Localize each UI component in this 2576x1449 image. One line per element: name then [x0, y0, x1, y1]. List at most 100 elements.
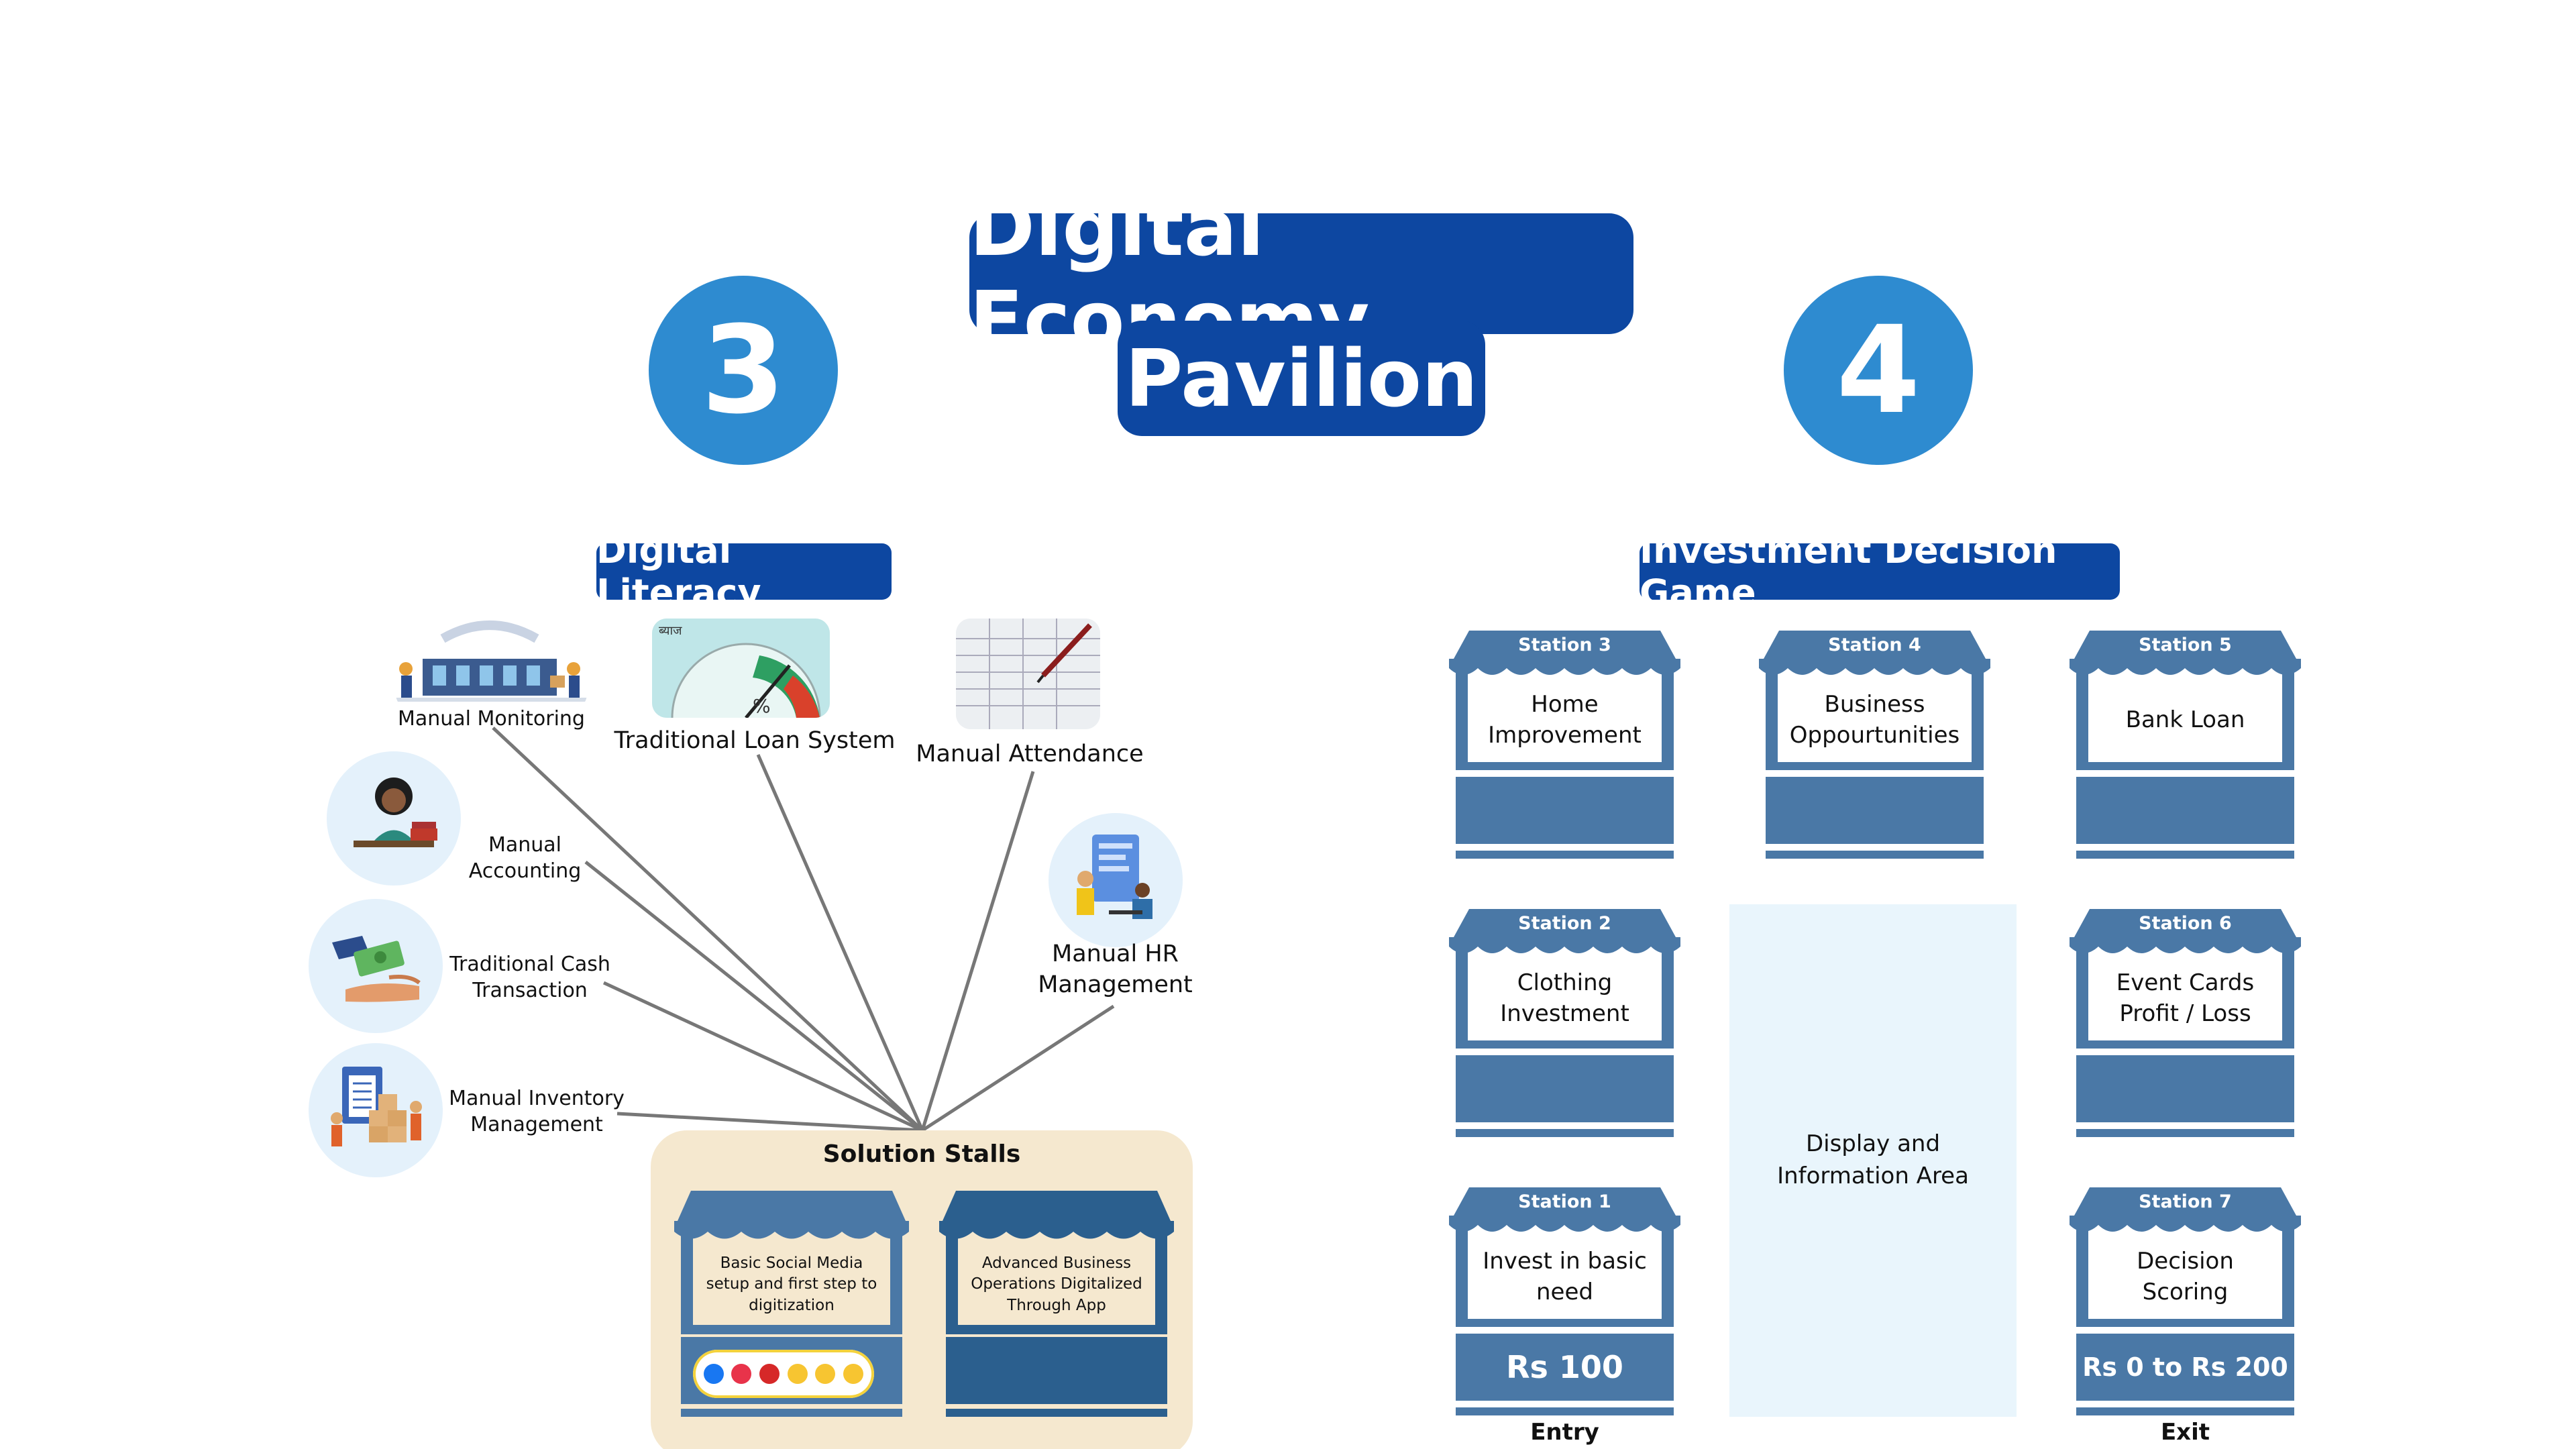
station-text-line2: Improvement — [1488, 722, 1642, 749]
manual-accounting-label: Manual Accounting — [463, 832, 587, 884]
title-line-2: Pavilion — [1118, 321, 1485, 436]
station-frame — [1449, 1187, 1680, 1415]
manual-monitoring-label: Manual Monitoring — [398, 707, 585, 731]
station-stall-3: Station 5 Bank Loan — [2070, 631, 2301, 862]
interest-sign-text: ब्याज — [659, 624, 682, 638]
stall-frame — [939, 1191, 1174, 1417]
station-stall-7: Station 7 Decision Scoring Rs 0 to Rs 200 Ex… — [2070, 1187, 2301, 1446]
solution-stall-advanced-line2: Operations Digitalized — [971, 1275, 1142, 1293]
manual-inventory-circle — [309, 1043, 443, 1177]
solution-stall-basic-line2: setup and first step to — [706, 1275, 877, 1293]
inventory-icon — [331, 1067, 422, 1146]
manual-inventory-label-line2: Management — [470, 1113, 603, 1136]
solution-stall-basic-text: Basic Social Media setup and first step … — [693, 1244, 890, 1325]
manual-inventory-label: Manual Inventory Management — [446, 1085, 627, 1138]
hr-icon — [1077, 835, 1152, 919]
display-area-line2: Information Area — [1777, 1163, 1969, 1189]
gauge-icon: % ब्याज — [652, 619, 830, 718]
station-text-line2: Oppourtunities — [1789, 722, 1960, 749]
station-text-line1: Bank Loan — [2125, 706, 2245, 734]
display-information-text: Display and Information Area — [1729, 904, 2017, 1417]
station-text-line1: Home — [1531, 691, 1599, 718]
connector-monitoring — [492, 727, 924, 1132]
station-frame — [1449, 631, 1680, 859]
station-frame — [2070, 631, 2301, 859]
station-tag: Station 5 — [2139, 635, 2232, 655]
cash-transaction-circle — [309, 899, 443, 1033]
wow-icon — [815, 1364, 836, 1384]
connector-cash — [602, 981, 924, 1132]
station-tag: Station 6 — [2139, 913, 2232, 934]
station-frame — [1759, 631, 1990, 859]
manual-accounting-label-line2: Accounting — [468, 859, 582, 883]
station-text-line1: Business — [1824, 691, 1925, 718]
manual-accounting-circle — [327, 751, 461, 885]
solution-stalls-title: Solution Stalls — [822, 1140, 1021, 1168]
station-caption: Entry — [1530, 1419, 1599, 1446]
station-tag: Station 2 — [1518, 913, 1611, 934]
traditional-loan-illustration: % ब्याज — [652, 619, 830, 718]
station-text: Clothing Investment — [1468, 957, 1662, 1040]
station-text-line2: Investment — [1500, 1000, 1629, 1027]
station-frame — [2070, 1187, 2301, 1415]
station-text: Decision Scoring — [2088, 1236, 2282, 1319]
station-stall-5: Station 6 Event Cards Profit / Loss — [2070, 909, 2301, 1140]
cash-transaction-label-line1: Traditional Cash — [449, 953, 610, 976]
station-tag: Station 7 — [2139, 1191, 2232, 1212]
station-text-line1: Clothing — [1517, 969, 1613, 997]
station-frame — [2070, 909, 2301, 1137]
investment-game-heading: Investment Decision Game — [1640, 529, 2120, 614]
station-amount: Rs 0 to Rs 200 — [2082, 1352, 2288, 1382]
manual-hr-circle — [1049, 813, 1183, 947]
cash-transaction-label-line2: Transaction — [472, 979, 588, 1002]
station-text-line2: need — [1536, 1279, 1593, 1305]
manual-hr-label-line1: Manual HR — [1052, 941, 1179, 967]
solution-stall-advanced-line3: Through App — [1007, 1296, 1106, 1314]
station-frame — [1449, 909, 1680, 1137]
station-tag: Station 3 — [1518, 635, 1611, 655]
factory-icon — [396, 621, 587, 702]
solution-stall-advanced: Advanced Business Operations Digitalized… — [939, 1191, 1174, 1429]
solution-stall-advanced-line1: Advanced Business — [981, 1254, 1132, 1273]
connector-hr — [921, 1004, 1115, 1132]
solution-stall-basic-line1: Basic Social Media — [720, 1254, 863, 1273]
sad-icon — [787, 1364, 808, 1384]
cash-transaction-label: Traditional Cash Transaction — [443, 951, 617, 1004]
section-number-3: 3 — [649, 276, 838, 465]
traditional-loan-label: Traditional Loan System — [614, 727, 896, 754]
station-text-line1: Invest in basic — [1483, 1248, 1647, 1275]
connector-attendance — [920, 771, 1035, 1131]
manual-hr-label-line2: Management — [1038, 971, 1193, 998]
station-text: Business Oppourtunities — [1778, 679, 1972, 762]
connector-accounting — [584, 861, 924, 1132]
manual-inventory-label-line1: Manual Inventory — [449, 1087, 625, 1110]
station-stall-6: Station 1 Invest in basic need Rs 100 Entry — [1449, 1187, 1680, 1446]
social-reactions-bar — [693, 1350, 874, 1398]
station-text-line1: Event Cards — [2116, 969, 2255, 997]
manual-accounting-label-line1: Manual — [488, 833, 561, 857]
station-stall-1: Station 3 Home Improvement — [1449, 631, 1680, 862]
station-stall-4: Station 2 Clothing Investment — [1449, 909, 1680, 1140]
attendance-sheet-icon — [956, 619, 1100, 729]
heart-icon — [731, 1364, 752, 1384]
station-text: Invest in basic need — [1468, 1236, 1662, 1319]
station-text: Event Cards Profit / Loss — [2088, 957, 2282, 1040]
title-line-1: Digital Economy — [969, 181, 1633, 366]
manual-attendance-illustration — [956, 619, 1100, 729]
manual-hr-label: Manual HR Management — [1020, 939, 1211, 1000]
accountant-icon — [354, 777, 437, 847]
station-text-line2: Profit / Loss — [2119, 1000, 2251, 1027]
cash-icon — [332, 936, 421, 1002]
like-icon — [703, 1364, 724, 1384]
angry-icon — [759, 1364, 780, 1384]
manual-attendance-label: Manual Attendance — [916, 741, 1144, 767]
station-text: Home Improvement — [1468, 679, 1662, 762]
connector-loan — [756, 753, 924, 1132]
station-text-line1: Decision — [2137, 1248, 2234, 1275]
manual-monitoring-illustration — [396, 612, 587, 709]
station-amount: Rs 100 — [1506, 1349, 1623, 1385]
station-caption: Exit — [2160, 1419, 2210, 1446]
connector-inventory — [616, 1112, 923, 1132]
solution-stall-basic-line3: digitization — [749, 1296, 835, 1314]
display-information-area — [1729, 904, 2017, 1417]
